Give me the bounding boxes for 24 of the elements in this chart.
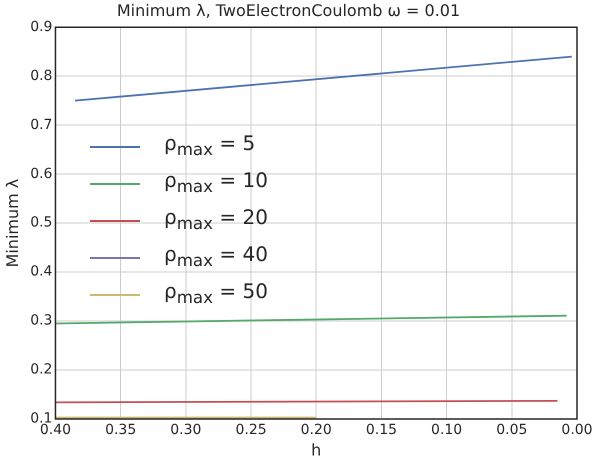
y-tick-label: 0.9 [30,18,52,35]
x-tick-label: 0.00 [561,422,593,438]
y-tick-label: 0.5 [30,214,52,231]
legend-label: ρ$_{max}$ = 20 [164,204,268,235]
chart-title: Minimum λ, TwoElectronCoulomb ω = 0.01 [116,0,460,20]
legend-label: ρ$_{max}$ = 50 [164,278,268,309]
legend-label: ρ$_{max}$ = 10 [164,167,268,198]
legend-label: ρ$_{max}$ = 40 [164,241,268,272]
x-tick-label: 0.10 [431,422,462,438]
y-tick-label: 0.4 [30,264,53,280]
x-tick-label: 0.25 [235,422,267,438]
y-axis-title: Minimum λ [2,178,22,268]
y-tick-label: 0.3 [30,312,52,329]
x-tick-label: 0.30 [170,422,202,438]
y-tick-label: 0.2 [30,362,52,378]
y-tick-label: 0.7 [30,116,52,133]
x-tick-label: 0.20 [300,422,332,438]
legend-label: ρ$_{max}$ = 5 [164,130,256,161]
x-tick-label: 0.15 [366,422,398,438]
y-tick-label: 0.6 [30,166,53,182]
y-tick-label: 0.8 [30,68,52,84]
x-tick-label: 0.35 [105,422,136,438]
x-tick-label: 0.05 [496,422,528,438]
x-axis-title: h [311,440,322,460]
